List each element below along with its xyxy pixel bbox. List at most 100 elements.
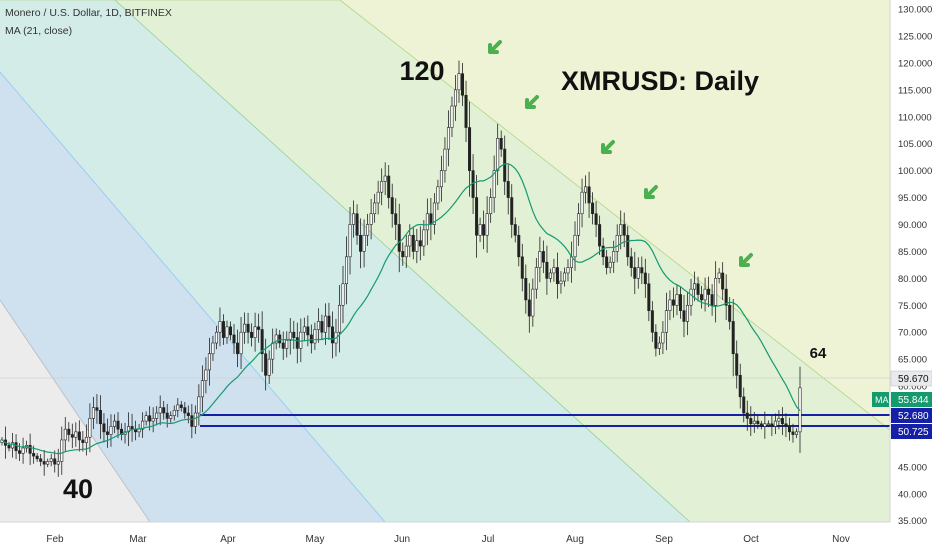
candle-body: [598, 224, 602, 247]
candle: [60, 426, 64, 475]
candle: [313, 322, 317, 350]
candle-body: [724, 288, 728, 306]
candle-body: [144, 415, 148, 422]
candle: [292, 320, 296, 349]
candle-body: [229, 326, 233, 336]
candle-body: [383, 175, 387, 182]
candle-body: [359, 234, 363, 252]
candle-body: [710, 294, 714, 306]
candle: [264, 338, 268, 391]
candle-body: [60, 439, 64, 462]
candle-body: [794, 431, 798, 435]
candle-body: [633, 267, 637, 279]
candle: [21, 437, 25, 464]
y-tick-label: 100.000: [898, 166, 932, 177]
candle-body: [207, 353, 211, 371]
candle: [320, 314, 324, 340]
candle: [499, 130, 503, 157]
support-upper-value: 52.680: [898, 411, 929, 422]
candle: [524, 264, 528, 314]
candle: [193, 405, 197, 435]
candle: [380, 168, 384, 206]
candle-body: [292, 331, 296, 338]
candle: [436, 179, 440, 210]
candle: [327, 302, 331, 341]
candle-body: [678, 294, 682, 311]
candle-body: [401, 251, 405, 258]
candle-body: [650, 310, 654, 333]
candle: [288, 318, 292, 355]
candle-body: [373, 202, 377, 215]
candle-body: [661, 331, 665, 344]
candle-body: [67, 428, 71, 435]
candle-body: [689, 288, 693, 306]
y-tick-label: 90.000: [898, 220, 927, 231]
candle: [214, 326, 218, 350]
candle-body: [162, 407, 166, 414]
candle-body: [214, 331, 218, 344]
candle-body: [622, 224, 626, 236]
candle: [784, 413, 788, 438]
candle-body: [112, 420, 116, 427]
arrow-markers: [488, 40, 753, 267]
candle: [200, 365, 204, 413]
candle-body: [615, 234, 619, 252]
candle: [306, 315, 310, 347]
candle: [7, 441, 11, 452]
y-tick-label: 35.000: [898, 516, 927, 527]
candle: [773, 413, 777, 435]
candle: [612, 240, 616, 273]
candle-body: [21, 447, 25, 454]
candle: [49, 454, 53, 467]
candle-body: [271, 342, 275, 360]
candle-body: [478, 224, 482, 236]
candle-body: [225, 326, 229, 338]
candle-body: [408, 234, 412, 247]
candle: [221, 314, 225, 345]
candle-body: [165, 412, 169, 419]
candle: [366, 213, 370, 246]
candle: [63, 416, 67, 453]
x-axis-ticks: Feb Mar Apr May Jun Jul Aug Sep Oct Nov: [46, 534, 850, 545]
candle-body: [552, 267, 556, 274]
candle-body: [766, 423, 770, 426]
candle-body: [580, 191, 584, 215]
candle-body: [362, 234, 366, 252]
candle: [204, 357, 208, 394]
candle-body: [506, 181, 510, 198]
candle: [285, 331, 289, 358]
candle-body: [721, 272, 725, 290]
candle: [112, 414, 116, 434]
candle: [67, 422, 71, 442]
candle: [573, 221, 577, 271]
candle: [46, 458, 50, 468]
candle-body: [169, 415, 173, 419]
y-tick-label: 70.000: [898, 328, 927, 339]
candle: [650, 301, 654, 342]
support-lower-tag: 50.725: [891, 424, 932, 439]
candle: [207, 337, 211, 386]
candle: [724, 274, 728, 321]
candle-body: [731, 321, 735, 355]
candle: [605, 250, 609, 275]
candle: [794, 428, 798, 439]
candle: [172, 405, 176, 421]
candle-body: [566, 267, 570, 274]
candle: [668, 290, 672, 321]
candle: [450, 96, 454, 137]
candle-body: [316, 321, 320, 330]
candle: [643, 258, 647, 298]
candle-body: [264, 353, 268, 376]
candle: [770, 414, 774, 437]
chart-title: XMRUSD: Daily: [561, 66, 759, 96]
candle-body: [306, 326, 310, 336]
candle: [566, 259, 570, 282]
candle-body: [784, 423, 788, 427]
candle: [527, 283, 531, 333]
y-tick-label: 45.000: [898, 462, 927, 473]
candle: [619, 210, 623, 250]
candle-body: [309, 334, 313, 344]
y-tick-label: 40.000: [898, 489, 927, 500]
candle: [418, 226, 422, 261]
